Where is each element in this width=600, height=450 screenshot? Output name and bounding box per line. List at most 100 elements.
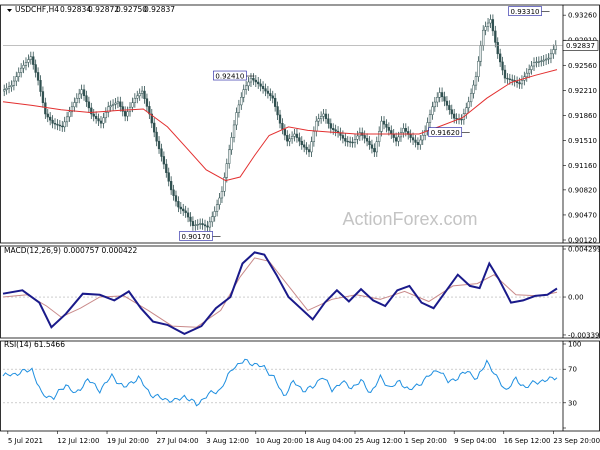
candle-body [56,123,59,126]
candle-body [189,216,192,222]
candle-body [552,49,555,55]
annotation-box [428,127,463,137]
candle-body [436,97,439,103]
moving-average-line [2,69,558,182]
candle-body [455,118,458,120]
candle-body [293,133,296,137]
candle-body [61,125,64,128]
candle-body [489,19,492,24]
candle-body [252,77,255,81]
candle-body [433,101,436,108]
candle-body [19,67,23,73]
candle-body [34,64,37,73]
candle-body [274,97,277,107]
x-tick-label: 25 Aug 12:00 [355,437,402,445]
candle-body [32,56,35,65]
candle-body [259,83,262,87]
price-annotations: 0.93310 0.92410 0.91620 0.90170 [179,6,550,241]
candle-body [409,134,412,138]
candle-body [549,53,553,59]
candle-body [104,112,107,119]
ohlc-open: 0.92834 [60,5,91,14]
candle-body [368,140,371,146]
annotation-box [508,6,542,16]
candle-body [484,26,487,31]
candle-body [305,146,308,150]
candle-body [119,101,122,107]
candle-body [460,118,463,121]
candle-body [249,77,253,83]
candle-body [426,122,429,131]
candle-body [467,101,470,109]
candle-body [486,22,490,27]
candle-body [131,102,134,108]
candle-body [414,139,417,143]
candle-body [472,84,475,94]
x-tick-label: 18 Aug 04:00 [305,437,352,445]
candle-body [237,104,241,113]
y-tick-label: 30 [568,399,577,407]
candle-body [90,107,93,115]
candle-body [515,81,519,83]
candle-body [332,128,335,130]
candle-body [356,135,359,140]
price-title: USDCHF,H4 [15,5,59,14]
candle-body [24,62,28,66]
y-tick-label: 0.004299 [568,246,600,254]
y-tick-label: 0.90470 [568,211,597,219]
candle-body [498,53,502,63]
candle-body [496,42,499,55]
candle-body [421,134,424,141]
candle-body [532,62,536,67]
candle-body [399,132,403,138]
candle-body [443,96,446,102]
candle-body [46,113,49,118]
candle-body [329,123,332,129]
candle-body [39,80,42,92]
candle-body [215,204,219,212]
candle-body [261,86,265,89]
candle-body [307,149,311,153]
candle-body [99,120,103,124]
y-tick-label: 100 [568,341,581,349]
candle-body [424,130,427,136]
candle-body [145,98,149,107]
candle-body [143,90,146,99]
candle-body [75,97,78,103]
candle-body [416,142,420,146]
price-panel: 0.93310 0.92410 0.91620 0.90170 USDCHF,H4 0… [2,5,599,241]
candle-body [203,224,207,227]
candle-body [68,111,71,118]
candle-body [194,224,197,227]
candle-body [58,124,62,127]
ohlc-close: 0.92837 [144,5,175,14]
candle-body [322,113,325,117]
candle-body [440,92,444,98]
candle-body [162,156,166,165]
ohlc-low: 0.92750 [116,5,147,14]
candle-body [283,129,286,136]
x-tick-label: 27 Jul 04:00 [157,437,199,445]
candle-body [370,144,374,149]
candle-body [450,109,453,115]
annotation-box [179,231,213,241]
annotation-label: 0.91620 [431,129,460,137]
candle-body [5,87,8,90]
candle-body [397,136,400,142]
candle-body [201,223,204,225]
candle-body [70,106,74,113]
candle-body [29,56,32,60]
candle-body [157,140,161,150]
candle-body [317,118,320,122]
candle-body [92,113,95,117]
x-tick-label: 23 Sep 20:00 [553,437,600,445]
candle-body [184,210,187,214]
annotation-label: 0.90170 [182,233,211,241]
watermark: ActionForex.com [342,209,477,229]
candle-body [349,141,352,143]
candle-body [402,128,405,133]
candle-body [136,95,139,99]
candle-body [44,102,47,115]
candle-body [315,120,318,132]
y-tick-label: -0.003396 [568,331,600,339]
